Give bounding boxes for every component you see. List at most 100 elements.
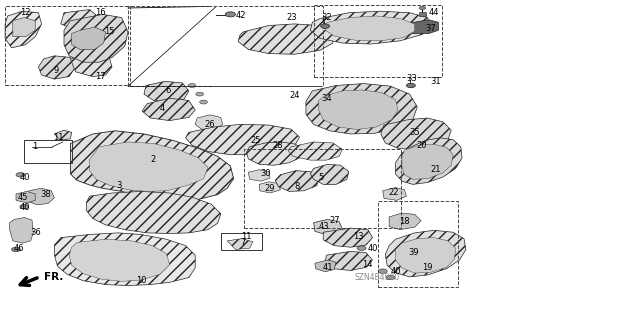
Text: 11: 11 bbox=[53, 133, 63, 142]
Bar bbox=[314, 5, 442, 77]
Text: 3: 3 bbox=[116, 181, 122, 189]
Text: 39: 39 bbox=[408, 248, 419, 256]
Polygon shape bbox=[70, 131, 234, 201]
Text: 31: 31 bbox=[431, 77, 442, 86]
Text: 24: 24 bbox=[289, 91, 300, 100]
Circle shape bbox=[406, 83, 415, 88]
Text: 19: 19 bbox=[422, 263, 432, 272]
Circle shape bbox=[16, 173, 25, 177]
Circle shape bbox=[225, 12, 236, 17]
Polygon shape bbox=[10, 218, 33, 243]
Polygon shape bbox=[396, 138, 462, 184]
Text: 38: 38 bbox=[40, 190, 51, 199]
Text: 10: 10 bbox=[136, 276, 147, 285]
Circle shape bbox=[12, 247, 20, 252]
Text: 36: 36 bbox=[31, 228, 42, 237]
Polygon shape bbox=[275, 171, 319, 191]
Text: 32: 32 bbox=[321, 13, 332, 22]
Text: 40: 40 bbox=[20, 203, 30, 212]
Polygon shape bbox=[314, 219, 342, 234]
Text: 14: 14 bbox=[362, 260, 372, 269]
Text: 34: 34 bbox=[321, 94, 332, 103]
Text: 25: 25 bbox=[251, 136, 261, 145]
Text: 1: 1 bbox=[32, 142, 37, 151]
Text: 12: 12 bbox=[20, 8, 31, 17]
Text: 33: 33 bbox=[406, 74, 417, 83]
Text: 41: 41 bbox=[323, 263, 333, 272]
Text: 42: 42 bbox=[236, 11, 246, 20]
Polygon shape bbox=[396, 238, 456, 273]
Polygon shape bbox=[383, 188, 406, 200]
Polygon shape bbox=[319, 90, 398, 130]
Text: 4: 4 bbox=[159, 104, 164, 113]
Polygon shape bbox=[54, 233, 195, 286]
Polygon shape bbox=[323, 228, 372, 247]
Text: 5: 5 bbox=[319, 173, 324, 182]
Polygon shape bbox=[72, 27, 106, 49]
Bar bbox=[128, 6, 323, 86]
Circle shape bbox=[321, 24, 330, 28]
Polygon shape bbox=[385, 230, 466, 277]
Text: 44: 44 bbox=[429, 8, 439, 17]
Polygon shape bbox=[70, 53, 112, 77]
Text: 30: 30 bbox=[260, 169, 271, 178]
Polygon shape bbox=[195, 115, 223, 129]
Text: 11: 11 bbox=[241, 232, 251, 241]
Text: 28: 28 bbox=[272, 141, 283, 150]
Text: 17: 17 bbox=[95, 72, 106, 81]
Polygon shape bbox=[248, 170, 270, 181]
Text: 45: 45 bbox=[18, 193, 28, 202]
Polygon shape bbox=[259, 182, 280, 193]
Circle shape bbox=[188, 84, 196, 87]
Text: 23: 23 bbox=[287, 13, 298, 22]
Text: 6: 6 bbox=[165, 86, 170, 95]
Circle shape bbox=[386, 275, 395, 280]
Bar bbox=[244, 149, 401, 228]
Polygon shape bbox=[27, 188, 54, 205]
Polygon shape bbox=[389, 213, 421, 230]
Circle shape bbox=[20, 204, 29, 209]
Polygon shape bbox=[69, 239, 170, 281]
Text: 16: 16 bbox=[95, 8, 106, 17]
Polygon shape bbox=[410, 20, 438, 33]
Polygon shape bbox=[13, 18, 35, 37]
Text: SZN4B4900: SZN4B4900 bbox=[355, 273, 400, 282]
Polygon shape bbox=[310, 11, 430, 44]
Text: 15: 15 bbox=[104, 27, 114, 36]
Polygon shape bbox=[238, 24, 333, 54]
Polygon shape bbox=[86, 191, 221, 234]
Polygon shape bbox=[227, 239, 253, 249]
Polygon shape bbox=[310, 164, 349, 184]
Polygon shape bbox=[381, 118, 451, 150]
Bar bbox=[378, 201, 458, 287]
Polygon shape bbox=[142, 98, 195, 121]
Bar bbox=[5, 6, 130, 85]
Text: 22: 22 bbox=[388, 189, 399, 197]
Text: 37: 37 bbox=[426, 24, 436, 33]
Text: 21: 21 bbox=[430, 165, 440, 174]
Text: 40: 40 bbox=[368, 244, 378, 253]
Text: 18: 18 bbox=[399, 217, 410, 226]
Text: 27: 27 bbox=[330, 216, 340, 225]
Text: 40: 40 bbox=[390, 267, 401, 276]
Polygon shape bbox=[246, 142, 302, 165]
Polygon shape bbox=[54, 130, 72, 140]
Polygon shape bbox=[16, 191, 35, 203]
Bar bbox=[24, 140, 72, 163]
Polygon shape bbox=[5, 11, 42, 48]
Polygon shape bbox=[61, 10, 99, 30]
Polygon shape bbox=[38, 56, 76, 79]
Polygon shape bbox=[402, 144, 453, 179]
Bar bbox=[419, 12, 426, 16]
Polygon shape bbox=[90, 142, 208, 191]
Circle shape bbox=[196, 92, 204, 96]
Circle shape bbox=[200, 100, 207, 104]
Polygon shape bbox=[288, 142, 342, 160]
Bar bbox=[221, 233, 262, 250]
Circle shape bbox=[357, 246, 366, 250]
Text: 13: 13 bbox=[353, 232, 364, 241]
Circle shape bbox=[419, 6, 426, 10]
Text: 29: 29 bbox=[264, 184, 275, 193]
Polygon shape bbox=[325, 16, 415, 41]
Polygon shape bbox=[315, 260, 336, 272]
